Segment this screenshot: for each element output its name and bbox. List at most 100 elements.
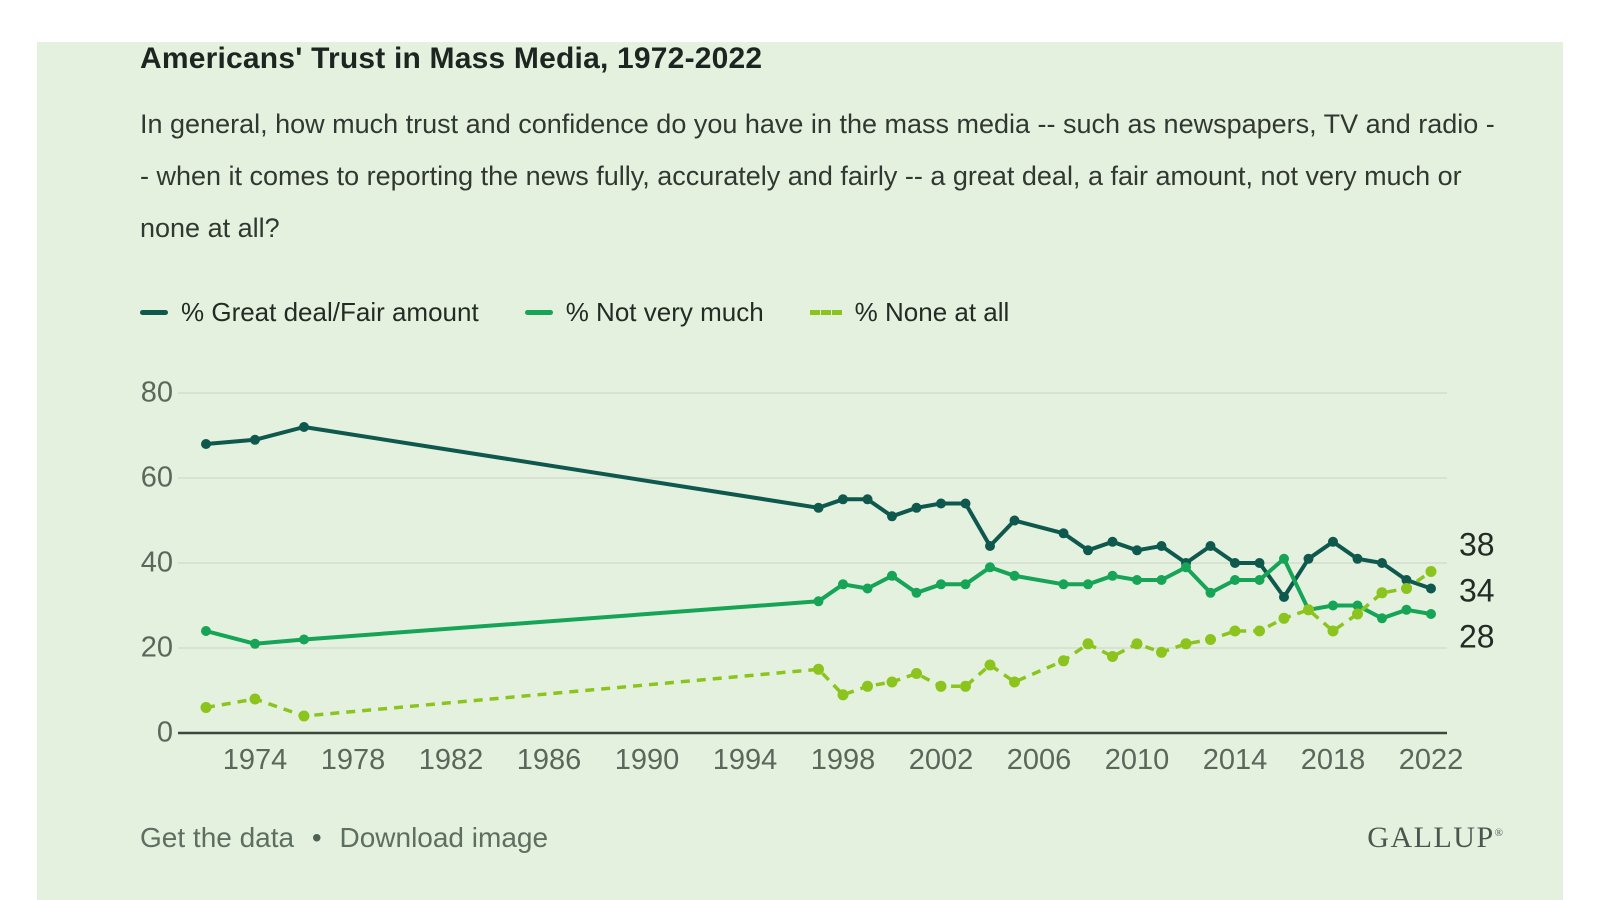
data-point[interactable]	[1254, 575, 1265, 585]
chart-title: Americans' Trust in Mass Media, 1972-202…	[140, 42, 763, 75]
legend-item-great-deal[interactable]: % Great deal/Fair amount	[140, 297, 479, 328]
data-point[interactable]	[1401, 583, 1412, 594]
data-point[interactable]	[1425, 566, 1437, 577]
legend-swatch-great-deal-icon	[140, 309, 168, 315]
data-point[interactable]	[813, 502, 824, 513]
data-point[interactable]	[201, 626, 211, 636]
data-point[interactable]	[1132, 575, 1142, 585]
data-point[interactable]	[1327, 625, 1339, 637]
legend-label: % None at all	[854, 296, 1010, 327]
data-point[interactable]	[1009, 570, 1020, 581]
data-point[interactable]	[1279, 592, 1289, 602]
legend-swatch-none-at-all-icon	[809, 309, 842, 315]
get-the-data-link[interactable]: Get the data	[140, 822, 295, 853]
data-point[interactable]	[1009, 676, 1020, 688]
data-point[interactable]	[1058, 528, 1069, 539]
x-axis-tick-label: 1994	[712, 744, 778, 776]
data-point[interactable]	[960, 498, 971, 509]
data-point[interactable]	[1377, 558, 1387, 568]
data-point[interactable]	[1401, 604, 1412, 615]
data-point[interactable]	[1131, 638, 1143, 650]
data-point[interactable]	[837, 689, 849, 701]
legend-item-none-at-all[interactable]: % None at all	[809, 296, 1010, 328]
data-point[interactable]	[250, 638, 260, 649]
data-point[interactable]	[985, 541, 995, 551]
data-point[interactable]	[1401, 575, 1412, 585]
data-point[interactable]	[862, 680, 873, 692]
data-point[interactable]	[936, 498, 946, 509]
data-point[interactable]	[299, 422, 309, 432]
data-point[interactable]	[1352, 553, 1363, 564]
data-point[interactable]	[1205, 634, 1216, 645]
data-point[interactable]	[1254, 625, 1265, 637]
data-point[interactable]	[960, 680, 971, 692]
data-point[interactable]	[887, 511, 897, 522]
data-point[interactable]	[1156, 575, 1167, 585]
data-point[interactable]	[1082, 638, 1094, 650]
data-point[interactable]	[1107, 651, 1118, 662]
data-point[interactable]	[1426, 609, 1436, 619]
data-point[interactable]	[201, 439, 211, 449]
data-point[interactable]	[1426, 583, 1436, 594]
data-point[interactable]	[1229, 625, 1241, 637]
x-axis-tick-label: 2006	[1006, 744, 1072, 776]
data-point[interactable]	[1107, 570, 1118, 581]
data-point[interactable]	[1377, 613, 1387, 624]
data-point[interactable]	[200, 702, 212, 713]
data-point[interactable]	[1058, 655, 1069, 667]
data-point[interactable]	[1058, 579, 1069, 590]
data-point[interactable]	[813, 596, 824, 607]
legend-label: % Great deal/Fair amount	[181, 296, 479, 327]
data-point[interactable]	[1132, 545, 1142, 556]
data-point[interactable]	[813, 663, 824, 675]
data-point[interactable]	[1328, 600, 1338, 611]
registered-mark: ®	[1494, 827, 1503, 839]
data-point[interactable]	[936, 579, 946, 590]
data-point[interactable]	[1352, 608, 1363, 620]
data-point[interactable]	[935, 680, 947, 692]
data-point[interactable]	[1376, 587, 1388, 599]
data-point[interactable]	[1180, 638, 1192, 650]
x-axis-tick-label: 1982	[418, 744, 484, 776]
data-point[interactable]	[299, 634, 309, 645]
data-point[interactable]	[838, 579, 848, 590]
data-point[interactable]	[838, 494, 848, 505]
data-point[interactable]	[1352, 600, 1363, 611]
data-point[interactable]	[911, 502, 922, 513]
data-point[interactable]	[1083, 579, 1093, 590]
data-point[interactable]	[911, 668, 922, 679]
data-point[interactable]	[886, 676, 898, 688]
data-point[interactable]	[298, 710, 310, 722]
data-point[interactable]	[862, 583, 873, 594]
legend-item-not-very-much[interactable]: % Not very much	[524, 297, 764, 328]
data-point[interactable]	[1278, 612, 1290, 624]
data-point[interactable]	[1205, 587, 1216, 598]
data-point[interactable]	[249, 693, 261, 705]
data-point[interactable]	[1205, 541, 1216, 551]
data-point[interactable]	[1230, 558, 1240, 568]
data-point[interactable]	[1254, 558, 1265, 568]
data-point[interactable]	[911, 587, 922, 598]
trend-line-chart[interactable]: 0 20 40 60 80 1974 1978 1982 1986 1990 1994 1998 200…	[37, 356, 1563, 811]
x-axis-tick-label: 2022	[1398, 744, 1464, 776]
gallup-logo: GALLUP®	[1367, 821, 1503, 855]
data-point[interactable]	[1107, 536, 1118, 547]
data-point[interactable]	[1156, 646, 1167, 658]
data-point[interactable]	[960, 579, 971, 590]
data-point[interactable]	[1181, 562, 1191, 573]
data-point[interactable]	[1303, 604, 1314, 616]
data-point[interactable]	[887, 570, 897, 581]
data-point[interactable]	[1279, 553, 1289, 564]
data-point[interactable]	[250, 434, 260, 445]
y-axis-tick-label: 80	[140, 376, 173, 409]
data-point[interactable]	[862, 494, 873, 505]
data-point[interactable]	[984, 659, 996, 671]
download-image-link[interactable]: Download image	[339, 822, 549, 853]
data-point[interactable]	[1230, 575, 1240, 585]
data-point[interactable]	[1009, 515, 1020, 526]
data-point[interactable]	[1083, 545, 1093, 556]
data-point[interactable]	[1328, 536, 1338, 547]
data-point[interactable]	[985, 562, 995, 573]
data-point[interactable]	[1156, 541, 1167, 551]
data-point[interactable]	[1303, 553, 1314, 564]
